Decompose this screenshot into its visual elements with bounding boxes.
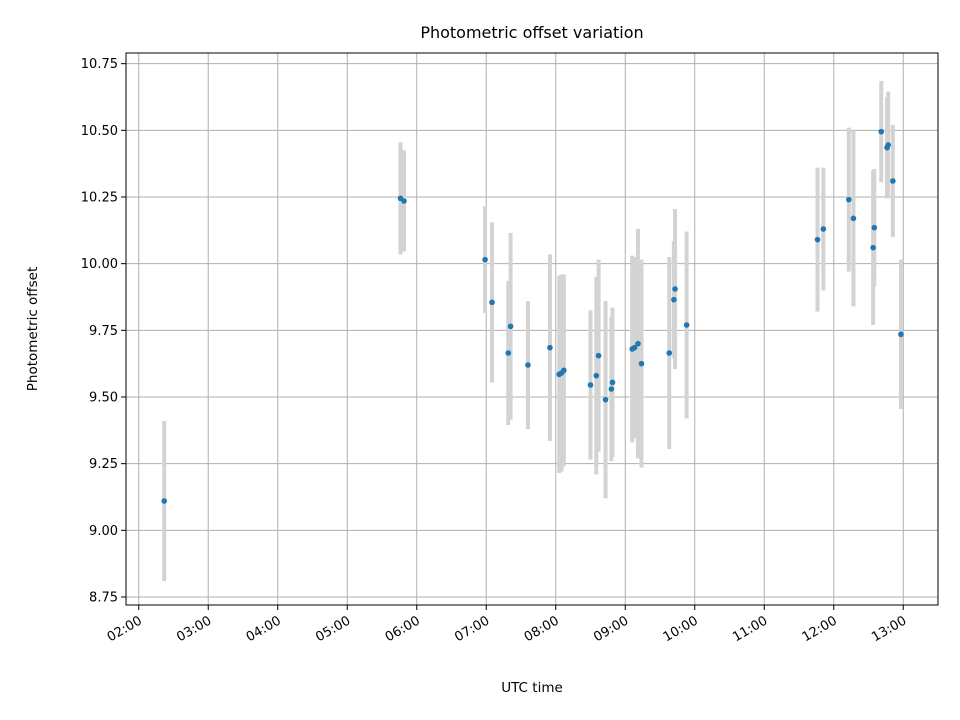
y-tick-label: 9.75: [89, 324, 118, 339]
data-point: [401, 198, 407, 204]
data-point: [850, 215, 857, 222]
data-point: [482, 256, 488, 263]
grid: [126, 53, 938, 605]
y-tick-label: 10.50: [81, 124, 118, 139]
data-point: [672, 286, 678, 292]
chart-title: Photometric offset variation: [420, 23, 643, 42]
data-point: [814, 236, 821, 243]
data-point: [820, 226, 827, 232]
y-tick-label: 8.75: [89, 591, 118, 606]
data-point: [587, 382, 594, 388]
data-point: [631, 344, 638, 351]
data-point: [561, 367, 567, 374]
data-point: [547, 344, 553, 351]
data-point: [638, 360, 645, 367]
y-tick-label: 10.25: [81, 191, 118, 206]
data-point: [683, 322, 690, 328]
x-axis-label: UTC time: [501, 680, 563, 696]
y-tick-label: 10.75: [81, 57, 118, 72]
data-point: [507, 323, 514, 330]
plot-frame: [125, 52, 939, 606]
y-tick-label: 9.50: [89, 391, 118, 406]
y-tick-label: 9.25: [89, 457, 118, 472]
data-point: [489, 299, 495, 306]
data-point: [161, 498, 168, 504]
data-point: [846, 196, 852, 203]
data-points: [161, 128, 904, 504]
data-point: [608, 386, 615, 392]
data-point: [671, 296, 677, 303]
data-point: [593, 372, 600, 379]
data-point: [505, 350, 512, 356]
data-point: [878, 128, 885, 135]
data-point: [595, 352, 602, 359]
data-point: [890, 178, 896, 184]
y-tick-label: 9.00: [89, 524, 118, 539]
data-point: [609, 379, 616, 386]
data-point: [525, 362, 531, 368]
data-point: [871, 224, 878, 231]
data-point: [885, 142, 891, 148]
data-point: [898, 331, 904, 338]
data-point: [870, 244, 876, 251]
data-point: [635, 340, 641, 347]
data-point: [602, 396, 609, 403]
y-axis-label: Photometric offset: [25, 267, 41, 391]
y-tick-label: 10.00: [81, 257, 118, 272]
data-point: [666, 350, 673, 356]
y-axis-ticks: 8.75 9.00 9.25 9.50 9.75 10.00 10.25 10.50 10.75: [81, 57, 126, 606]
